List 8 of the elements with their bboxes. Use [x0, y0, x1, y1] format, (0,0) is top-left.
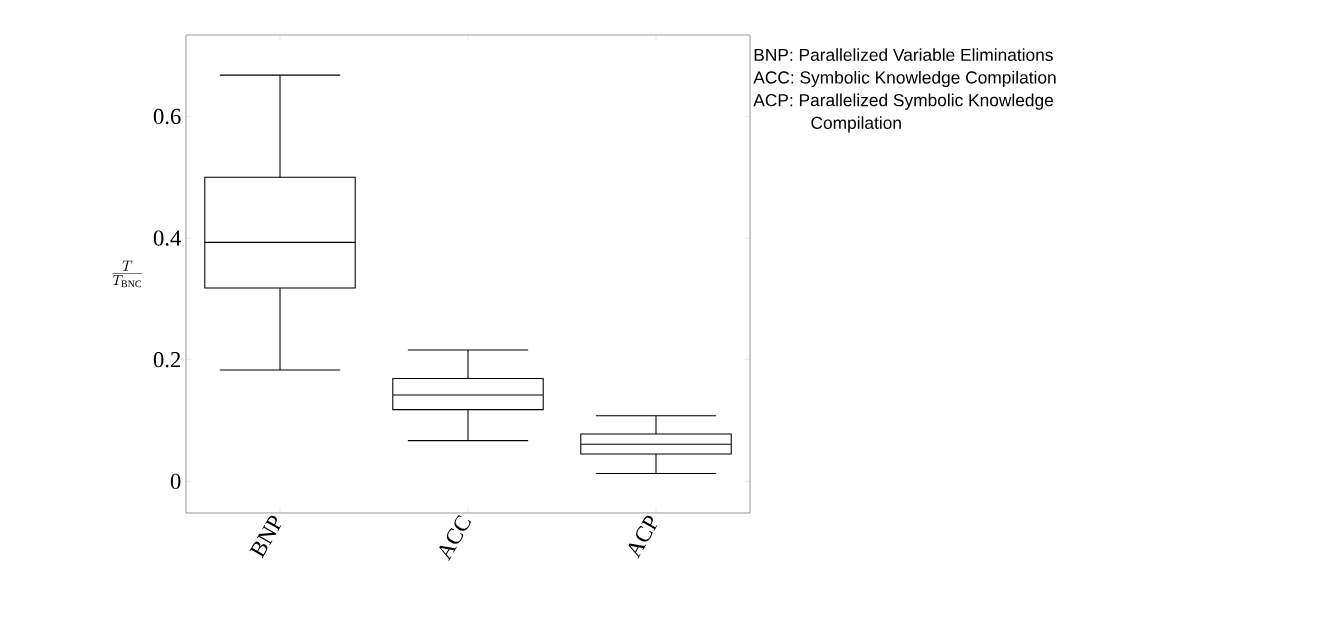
text: BNP: Parallelized Variable Eliminations [754, 48, 1053, 61]
y-axis-title: $\frac{T}{T_{\mathrm{BNC}}}$ [112, 260, 143, 288]
text: ACP: Parallelized Symbolic Knowledge Compilation [753, 93, 1054, 133]
text: ACC: Symbolic Knowledge Compilation [753, 70, 1056, 88]
y-tick-label: 0.4 [153, 230, 181, 246]
y-tick-label: 0.2 [153, 352, 181, 368]
y-tick-label: 0.6 [153, 108, 181, 125]
y-tick-label: 0 [170, 473, 181, 490]
